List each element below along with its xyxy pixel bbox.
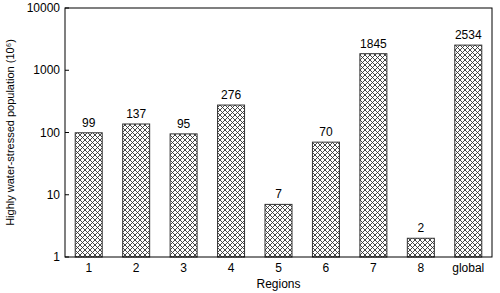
x-tick-label: 6: [323, 261, 330, 275]
plot-frame: [65, 8, 492, 257]
bar: [455, 45, 482, 257]
y-tick: [65, 70, 69, 71]
x-tick-label: global: [452, 261, 484, 275]
bar: [75, 133, 102, 257]
y-tick-label: 10000: [27, 1, 61, 15]
y-tick: [65, 132, 69, 133]
y-tick: [65, 8, 69, 9]
x-tick-label: 1: [85, 261, 92, 275]
x-tick-label: 7: [370, 261, 377, 275]
y-tick-label: 1000: [33, 63, 60, 77]
data-label: 2534: [455, 28, 482, 42]
x-tick-label: 8: [417, 261, 424, 275]
y-tick: [65, 194, 69, 195]
data-label: 1845: [360, 37, 387, 51]
bar: [360, 54, 387, 257]
bar: [218, 105, 245, 257]
x-tick-label: 2: [133, 261, 140, 275]
data-label: 70: [319, 125, 333, 139]
x-tick-label: 4: [228, 261, 235, 275]
data-label: 276: [221, 88, 241, 102]
data-label: 2: [417, 221, 424, 235]
y-tick-label: 10: [47, 188, 61, 202]
y-tick-label: 1: [53, 250, 60, 264]
bar: [170, 134, 197, 257]
x-tick-label: 5: [275, 261, 282, 275]
data-label: 137: [126, 107, 146, 121]
x-tick-label: 3: [180, 261, 187, 275]
y-tick-label: 100: [40, 126, 60, 140]
bar: [123, 124, 150, 257]
x-axis-label: Regions: [256, 277, 300, 291]
data-label: 99: [82, 116, 96, 130]
bar: [265, 204, 292, 257]
bar: [312, 142, 339, 257]
bar: [407, 238, 434, 257]
data-label: 95: [177, 117, 191, 131]
y-tick: [65, 257, 69, 258]
y-axis-label: Highly water-stressed population (10⁶): [4, 39, 16, 226]
data-label: 7: [275, 187, 282, 201]
chart: 1 10 100 1000 10000 1 2 3 4 5 6 7 8 global 99 137 95 276 7…: [0, 0, 500, 293]
